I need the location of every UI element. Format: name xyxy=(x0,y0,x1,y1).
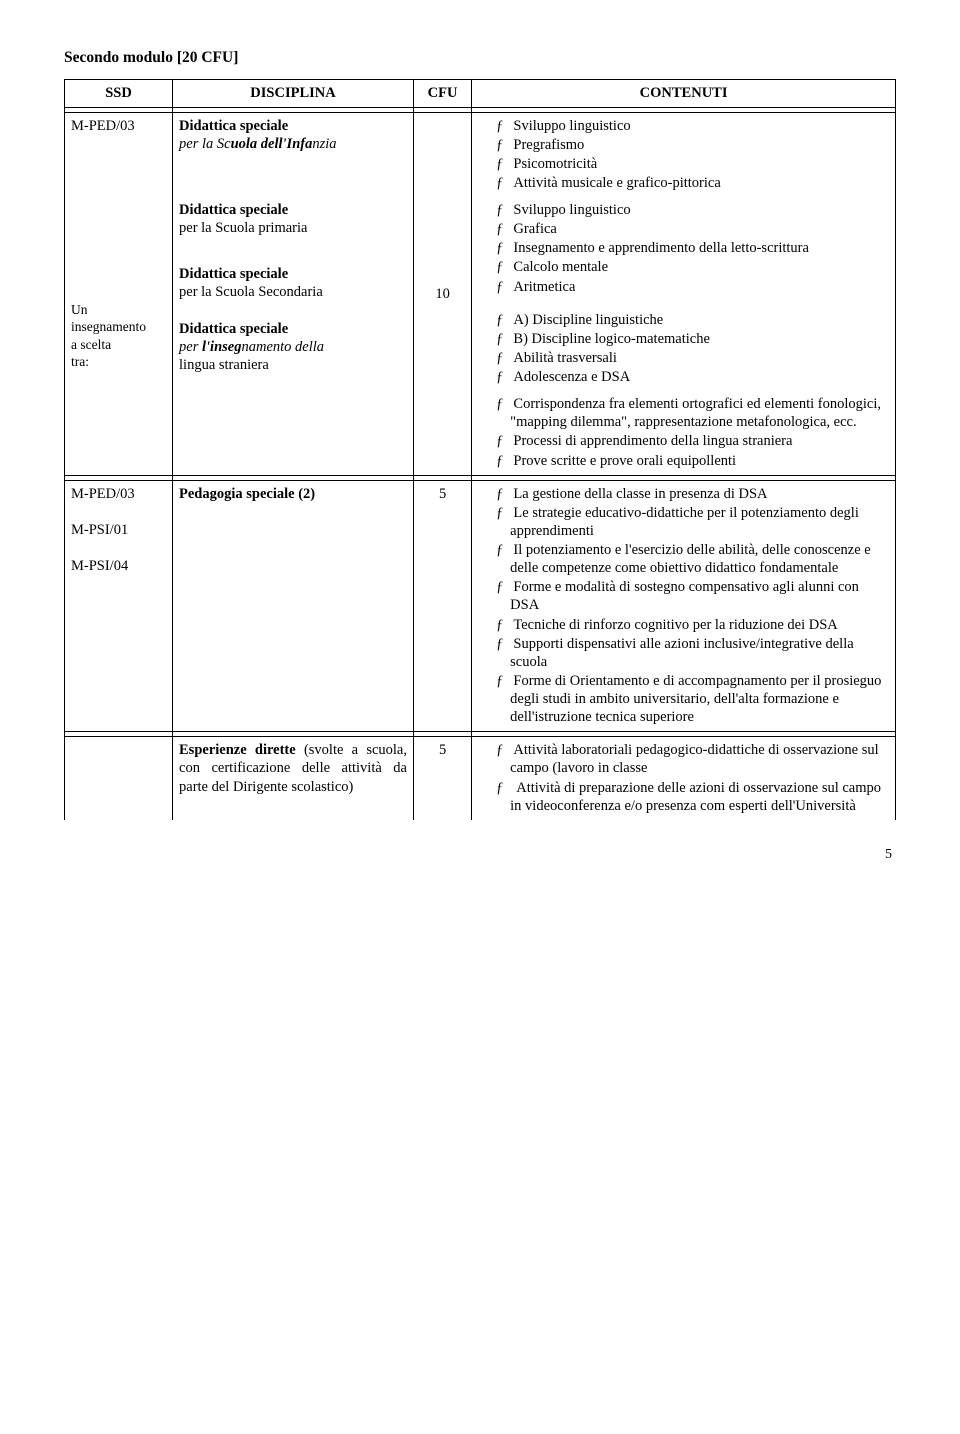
list-item: Tecniche di rinforzo cognitivo per la ri… xyxy=(496,616,889,634)
sel-line: Un xyxy=(71,302,88,317)
list-item: Forme e modalità di sostegno compensativ… xyxy=(496,578,889,614)
sel-line: a scelta xyxy=(71,337,111,352)
disc-name: Didattica speciale xyxy=(179,321,288,337)
list-item: Corrispondenza fra elementi ortografici … xyxy=(496,395,889,431)
disc-name: Didattica speciale xyxy=(179,202,288,218)
header-disc: DISCIPLINA xyxy=(173,80,414,107)
list-item: Supporti dispensativi alle azioni inclus… xyxy=(496,635,889,671)
list-item: Prove scritte e prove orali equipollenti xyxy=(496,452,889,470)
list-item: Forme di Orientamento e di accompagnamen… xyxy=(496,672,889,726)
cfu-cell: 10 xyxy=(414,112,472,475)
curriculum-table: SSD DISCIPLINA CFU CONTENUTI M-PED/03 Di… xyxy=(64,79,896,819)
ssd-cell-selection: Un insegnamento a scelta tra: xyxy=(65,197,173,475)
list-item: Abilità trasversali xyxy=(496,349,889,367)
module-title: Secondo modulo [20 CFU] xyxy=(64,48,896,67)
list-item: Insegnamento e apprendimento della letto… xyxy=(496,239,889,257)
list-item: Attività musicale e grafico-pittorica xyxy=(496,174,889,192)
content-list-4: Corrispondenza fra elementi ortografici … xyxy=(478,395,889,470)
table-row: M-PED/03 M-PSI/01 M-PSI/04 Pedagogia spe… xyxy=(65,480,896,732)
contenuti-cell: La gestione della classe in presenza di … xyxy=(472,480,896,732)
ssd-cell: M-PED/03 M-PSI/01 M-PSI/04 xyxy=(65,480,173,732)
contenuti-cell: Sviluppo linguistico Grafica Insegnament… xyxy=(472,197,896,301)
cfu-cell: 5 xyxy=(414,737,472,820)
disc-sub: per l'insegnamento della xyxy=(179,339,324,355)
disc-sub: per la Scuola Secondaria xyxy=(179,284,323,300)
page-number: 5 xyxy=(64,846,896,864)
list-item: Sviluppo linguistico xyxy=(496,117,889,135)
contenuti-cell: A) Discipline linguistiche B) Discipline… xyxy=(472,301,896,392)
content-list-6: Attività laboratoriali pedagogico-didatt… xyxy=(478,741,889,815)
disciplina-cell: Pedagogia speciale (2) xyxy=(173,480,414,732)
table-row: Un insegnamento a scelta tra: Didattica … xyxy=(65,197,896,301)
cfu-cell: 5 xyxy=(414,480,472,732)
list-item: B) Discipline logico-matematiche xyxy=(496,330,889,348)
disc-sub: per la Scuola primaria xyxy=(179,220,307,236)
content-list-5: La gestione della classe in presenza di … xyxy=(478,485,889,727)
contenuti-cell: Corrispondenza fra elementi ortografici … xyxy=(472,391,896,475)
sel-line: insegnamento xyxy=(71,319,146,334)
ssd-cell-empty xyxy=(65,737,173,820)
disciplina-cell-multi: Didattica speciale per la Scuola primari… xyxy=(173,197,414,475)
header-cont: CONTENUTI xyxy=(472,80,896,107)
list-item: Aritmetica xyxy=(496,278,889,296)
disc-sub-line2: lingua straniera xyxy=(179,357,269,373)
contenuti-cell: Sviluppo linguistico Pregrafismo Psicomo… xyxy=(472,112,896,197)
disc-name: Pedagogia speciale (2) xyxy=(179,486,315,502)
list-item: Pregrafismo xyxy=(496,136,889,154)
disc-sub: per la Scuola dell'Infanzia xyxy=(179,136,337,152)
disc-name: Esperienze dirette xyxy=(179,742,296,758)
list-item: Il potenziamento e l'esercizio delle abi… xyxy=(496,541,889,577)
list-item: Le strategie educativo-didattiche per il… xyxy=(496,504,889,540)
list-item: Processi di apprendimento della lingua s… xyxy=(496,432,889,450)
ssd-code: M-PSI/01 xyxy=(71,522,128,538)
list-item: La gestione della classe in presenza di … xyxy=(496,485,889,503)
sel-line: tra: xyxy=(71,354,89,369)
list-item: Attività laboratoriali pedagogico-didatt… xyxy=(496,741,889,777)
content-list-1: Sviluppo linguistico Pregrafismo Psicomo… xyxy=(478,117,889,193)
table-row: M-PED/03 Didattica speciale per la Scuol… xyxy=(65,112,896,197)
contenuti-cell: Attività laboratoriali pedagogico-didatt… xyxy=(472,737,896,820)
content-list-2: Sviluppo linguistico Grafica Insegnament… xyxy=(478,201,889,296)
list-item: A) Discipline linguistiche xyxy=(496,311,889,329)
content-list-3: A) Discipline linguistiche B) Discipline… xyxy=(478,311,889,387)
table-header-row: SSD DISCIPLINA CFU CONTENUTI xyxy=(65,80,896,107)
ssd-code: M-PSI/04 xyxy=(71,558,128,574)
disc-name: Didattica speciale xyxy=(179,266,288,282)
table-row: Esperienze dirette (svolte a scuola, con… xyxy=(65,737,896,820)
list-item: Adolescenza e DSA xyxy=(496,368,889,386)
list-item: Sviluppo linguistico xyxy=(496,201,889,219)
ssd-code: M-PED/03 xyxy=(71,118,135,134)
header-cfu: CFU xyxy=(414,80,472,107)
list-item: Attività di preparazione delle azioni di… xyxy=(496,779,889,815)
ssd-cell: M-PED/03 xyxy=(65,112,173,197)
disc-name: Didattica speciale xyxy=(179,118,288,134)
ssd-code: M-PED/03 xyxy=(71,486,135,502)
header-ssd: SSD xyxy=(65,80,173,107)
disciplina-cell: Didattica speciale per la Scuola dell'In… xyxy=(173,112,414,197)
disciplina-cell: Esperienze dirette (svolte a scuola, con… xyxy=(173,737,414,820)
list-item: Grafica xyxy=(496,220,889,238)
list-item: Calcolo mentale xyxy=(496,258,889,276)
list-item: Psicomotricità xyxy=(496,155,889,173)
